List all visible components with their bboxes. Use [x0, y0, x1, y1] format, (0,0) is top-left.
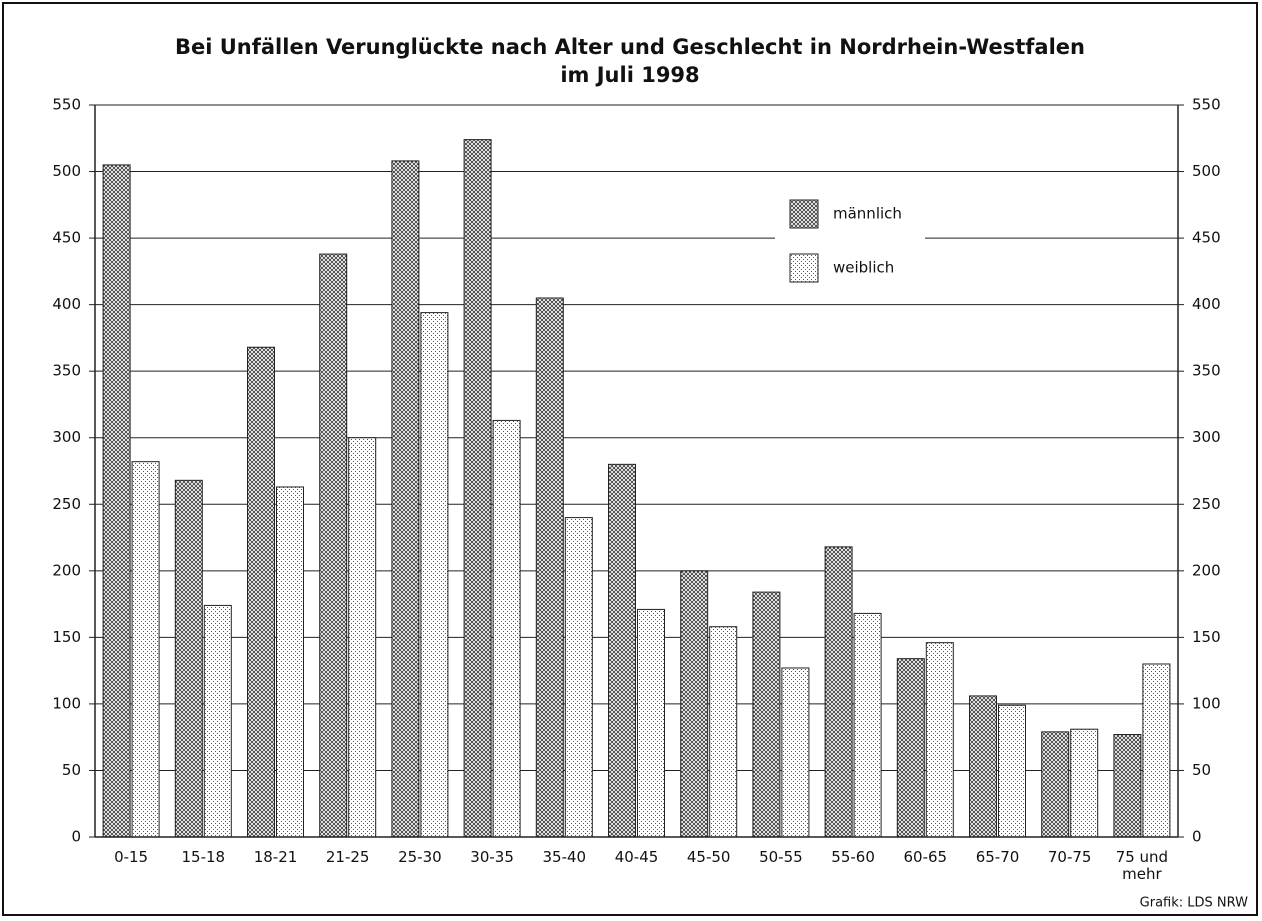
x-tick-label: 35-40: [542, 848, 587, 866]
y2-tick-label: 500: [1192, 162, 1221, 180]
y-tick-label: 0: [71, 828, 81, 846]
y-tick-label: 50: [62, 761, 81, 779]
y2-tick-label: 250: [1192, 495, 1221, 513]
x-tick-label: 18-21: [253, 848, 298, 866]
y2-tick-label: 50: [1192, 761, 1211, 779]
bar: [680, 570, 709, 838]
bar: [925, 642, 954, 838]
y2-tick-label: 100: [1192, 694, 1221, 712]
x-tick-label: 0-15: [114, 848, 149, 866]
y2-tick-label: 400: [1192, 295, 1221, 313]
bar: [492, 419, 521, 838]
bar: [969, 695, 997, 838]
bar: [535, 297, 564, 838]
bar: [348, 437, 377, 838]
x-tick-label: 45-50: [686, 848, 731, 866]
bar: [1070, 728, 1099, 838]
x-tick-label: 30-35: [470, 848, 514, 866]
y2-tick-label: 550: [1192, 96, 1221, 114]
bar: [752, 591, 781, 838]
chart-title: Bei Unfällen Verunglückte nach Alter und…: [175, 35, 1085, 59]
bar: [824, 546, 853, 838]
bar: [998, 704, 1026, 838]
legend-swatch: [789, 253, 819, 283]
x-tick-label: 21-25: [325, 848, 370, 866]
y-tick-label: 400: [52, 295, 81, 313]
y2-tick-label: 0: [1192, 828, 1202, 846]
y-tick-label: 450: [52, 229, 81, 247]
chart-subtitle: im Juli 1998: [560, 63, 699, 87]
y-tick-label: 500: [52, 162, 81, 180]
x-tick-label: 25-30: [398, 848, 442, 866]
y2-tick-label: 150: [1192, 628, 1221, 646]
bar: [319, 253, 348, 838]
x-tick-label: 55-60: [831, 848, 875, 866]
x-tick-label: 75 und mehr: [1115, 848, 1169, 883]
bar: [391, 160, 420, 838]
y-tick-label: 200: [52, 561, 81, 579]
y-tick-label: 550: [52, 96, 81, 114]
legend-swatch: [789, 199, 819, 229]
x-tick-label: 15-18: [181, 848, 226, 866]
source: Grafik: LDS NRW: [1140, 896, 1248, 911]
legend-label: männlich: [833, 205, 902, 223]
bar: [463, 139, 492, 838]
bar: [637, 608, 665, 838]
bar: [781, 667, 810, 838]
y-tick-label: 250: [52, 495, 81, 513]
bar: [131, 461, 160, 838]
bar: [247, 346, 275, 838]
y-tick-label: 350: [52, 362, 81, 380]
bar: [420, 312, 449, 838]
x-tick-label: 65-70: [975, 848, 1020, 866]
bar: [853, 612, 882, 838]
bar: [1142, 663, 1171, 838]
y2-tick-label: 300: [1192, 428, 1221, 446]
y2-tick-label: 350: [1192, 362, 1221, 380]
y2-tick-label: 450: [1192, 229, 1221, 247]
bar: [1113, 734, 1142, 838]
bar: [203, 604, 232, 838]
bar: [608, 463, 636, 838]
bar: [102, 164, 131, 838]
bar: [709, 626, 738, 838]
y-tick-label: 100: [52, 694, 81, 712]
bar: [1041, 731, 1070, 838]
x-tick-label: 50-55: [759, 848, 803, 866]
x-tick-label: 70-75: [1047, 848, 1092, 866]
bar: [276, 486, 304, 838]
y-tick-label: 300: [52, 428, 81, 446]
legend-label: weiblich: [833, 259, 894, 277]
bar: [174, 479, 203, 838]
bar: [896, 658, 925, 838]
x-tick-label: 60-65: [903, 848, 948, 866]
x-tick-label: 40-45: [614, 848, 659, 866]
y-tick-label: 150: [52, 628, 81, 646]
bar: [564, 517, 593, 838]
y2-tick-label: 200: [1192, 561, 1221, 579]
